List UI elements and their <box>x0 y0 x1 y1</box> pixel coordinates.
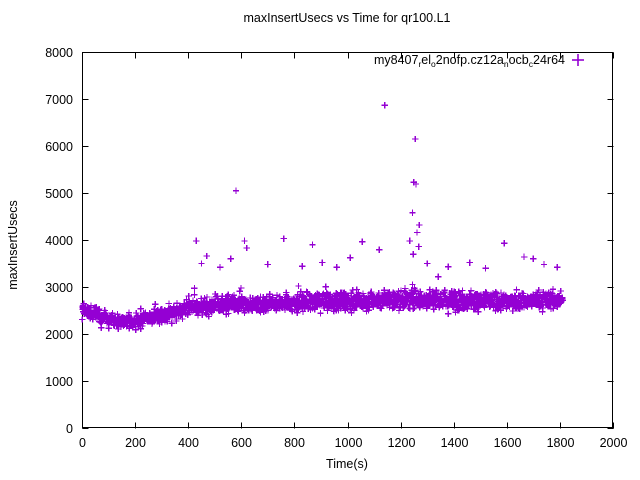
y-tick-label: 4000 <box>45 234 73 248</box>
x-tick-label: 600 <box>231 436 252 450</box>
chart-legend[interactable]: my8407relo2nofp.cz12anocbc24r64 <box>374 53 584 69</box>
y-tick-label: 0 <box>66 422 73 436</box>
x-tick-label: 1800 <box>547 436 575 450</box>
y-tick-label: 2000 <box>45 328 73 342</box>
y-tick-label: 7000 <box>45 93 73 107</box>
y-tick-label: 1000 <box>45 375 73 389</box>
x-tick-label: 200 <box>125 436 146 450</box>
y-tick-label: 6000 <box>45 140 73 154</box>
legend-entry-label: my8407relo2nofp.cz12anocbc24r64 <box>374 53 565 69</box>
x-tick-label: 2000 <box>600 436 628 450</box>
x-tick-label: 1600 <box>494 436 522 450</box>
x-tick-label: 800 <box>284 436 305 450</box>
x-axis-ticks: 0 200 400 600 800 1000 1200 1400 1600 1800 2000 <box>79 52 628 450</box>
x-axis-label: Time(s) <box>326 457 368 471</box>
y-tick-label: 5000 <box>45 187 73 201</box>
y-axis-label: maxInsertUsecs <box>6 200 20 290</box>
y-tick-label: 3000 <box>45 281 73 295</box>
x-tick-label: 1400 <box>441 436 469 450</box>
chart-title: maxInsertUsecs vs Time for qr100.L1 <box>243 11 450 25</box>
y-tick-label: 8000 <box>45 46 73 60</box>
x-tick-label: 0 <box>79 436 86 450</box>
legend-key-marker-plus <box>572 54 584 66</box>
plot-border <box>82 52 613 428</box>
x-tick-label: 1200 <box>388 436 416 450</box>
x-tick-label: 400 <box>178 436 199 450</box>
x-tick-label: 1000 <box>335 436 363 450</box>
scatter-points <box>78 101 566 333</box>
y-axis-ticks: 0 1000 2000 3000 4000 5000 6000 7000 8000 <box>45 46 614 436</box>
